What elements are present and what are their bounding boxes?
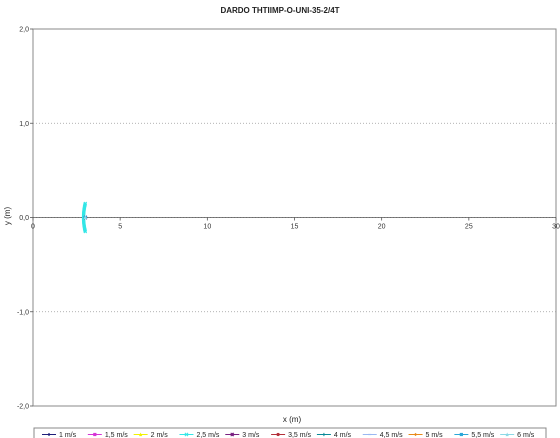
legend-item: 3,5 m/s [271, 432, 312, 438]
data-point [230, 432, 235, 437]
y-tick-label: 2,0 [19, 27, 29, 34]
data-point [322, 432, 326, 437]
chart-title: DARDO THTIIMP-O-UNI-35-2/4T [220, 6, 339, 15]
data-point [505, 432, 509, 437]
legend-label: 5 m/s [426, 432, 444, 438]
y-axis-label: y (m) [3, 207, 12, 226]
legend-item: 3 m/s [225, 432, 260, 438]
legend-item: 1 m/s [42, 432, 77, 438]
legend-label: 1 m/s [59, 432, 77, 438]
legend-item: 1,5 m/s [87, 432, 128, 438]
legend-item: 4 m/s [316, 432, 352, 438]
y-tick-label: -2,0 [17, 404, 29, 411]
legend-label: 5,5 m/s [471, 432, 494, 438]
legend-item: 4,5 m/s [362, 432, 403, 438]
legend-label: 4,5 m/s [380, 432, 403, 438]
legend-label: 1,5 m/s [105, 432, 128, 438]
legend-label: 2,5 m/s [196, 432, 219, 438]
data-point [459, 432, 463, 437]
legend-item: 6 m/s [500, 432, 535, 438]
legend-label: 6 m/s [517, 432, 535, 438]
data-point [276, 432, 280, 437]
data-point [413, 432, 418, 437]
data-point [184, 432, 189, 437]
legend-item: 2,5 m/s [179, 432, 220, 438]
legend-item: 2 m/s [133, 432, 169, 438]
legend-label: 4 m/s [334, 432, 352, 438]
legend-label: 3,5 m/s [288, 432, 311, 438]
axes: 2,0 1,0 0,0 -1,0 -2,0 0 5 10 15 20 25 30 [17, 27, 560, 411]
x-tick-label: 5 [118, 224, 122, 231]
x-tick-label: 30 [552, 224, 560, 231]
data-point [93, 432, 97, 437]
legend: 1 m/s 1,5 m/s 2 m/s 2,5 m/s 3 m/s 3,5 m/s 4 m/… [42, 432, 535, 438]
legend-box [33, 427, 547, 438]
data-point [139, 432, 143, 437]
x-axis-label: x (m) [283, 415, 302, 424]
data-point [83, 215, 87, 219]
x-tick-label: 20 [378, 224, 386, 231]
data-point [83, 229, 88, 234]
x-tick-label: 25 [465, 224, 473, 231]
x-tick-label: 15 [291, 224, 299, 231]
y-tick-label: 0,0 [19, 215, 29, 222]
series-layer [81, 201, 88, 234]
data-point [47, 432, 51, 437]
legend-label: 3 m/s [242, 432, 260, 438]
legend-item: 5 m/s [408, 432, 444, 438]
legend-label: 2 m/s [151, 432, 169, 438]
y-tick-label: 1,0 [19, 121, 29, 128]
x-tick-label: 10 [203, 224, 211, 231]
y-tick-label: -1,0 [17, 309, 29, 316]
legend-item: 5,5 m/s [454, 432, 495, 438]
x-tick-label: 0 [31, 224, 35, 231]
series-6-m-s [83, 215, 87, 219]
